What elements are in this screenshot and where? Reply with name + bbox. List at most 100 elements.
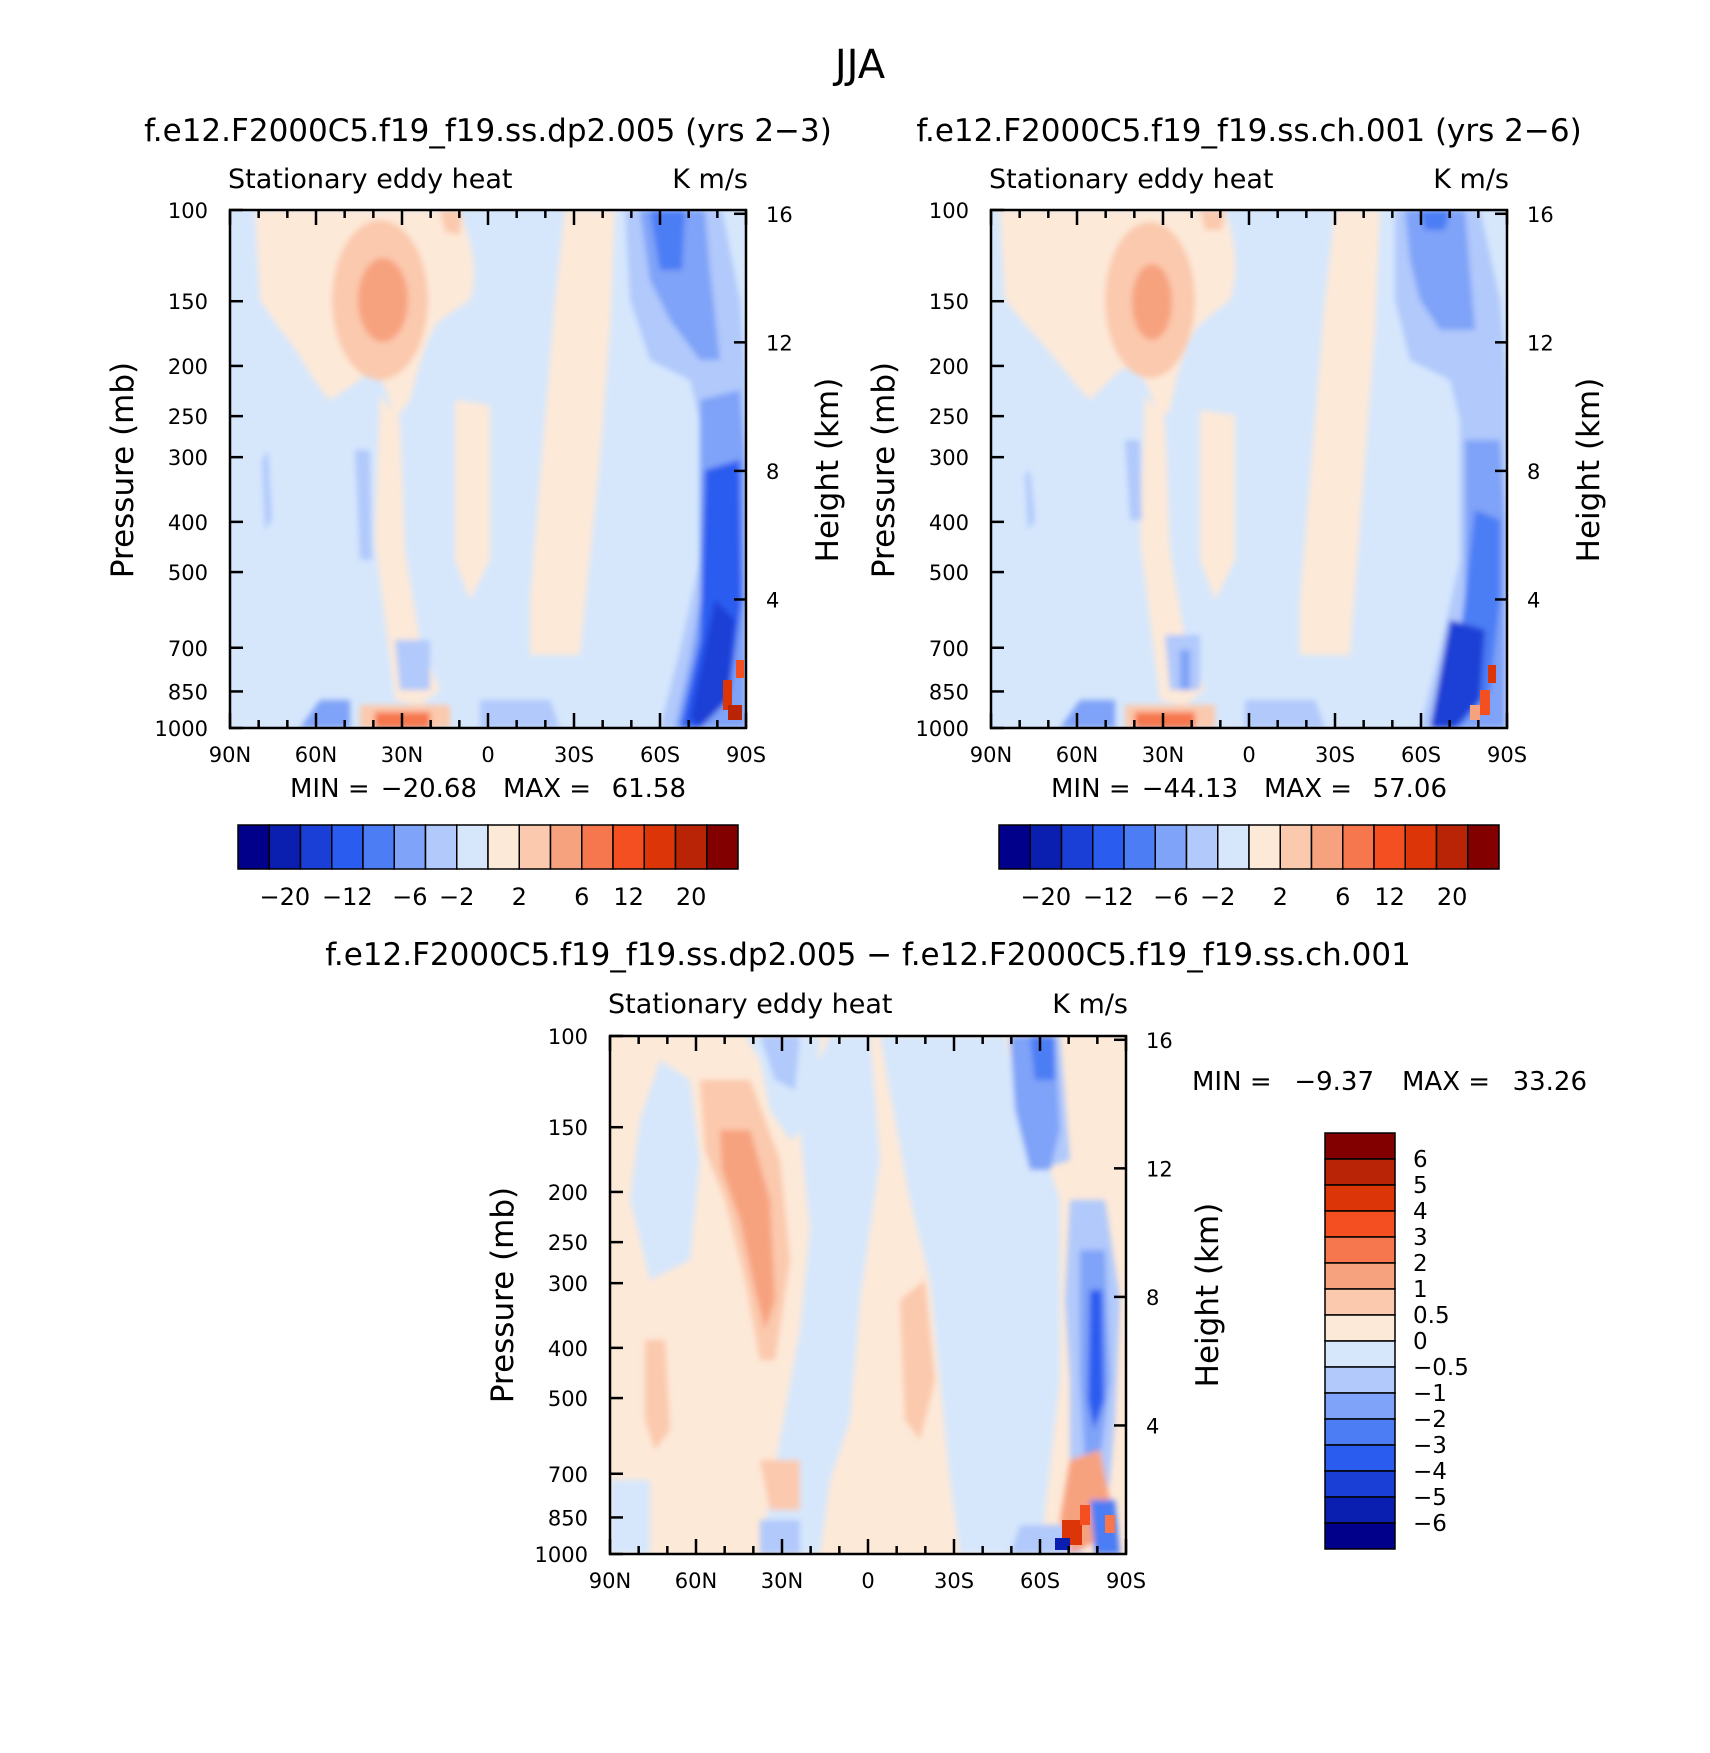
panel-1-min-label: MIN = <box>290 774 370 804</box>
colorbar-label: −2 <box>1200 883 1235 911</box>
colorbar-label: −20 <box>1021 883 1072 911</box>
x-tick-label: 90S <box>1106 1569 1146 1593</box>
y2-tick-label: 16 <box>1527 203 1554 227</box>
panel-1-y2-ticks: 16 12 8 4 <box>734 203 793 612</box>
panel-1-ylabel: Pressure (mb) <box>105 362 141 578</box>
panel-3-max-label: MAX = <box>1402 1067 1490 1097</box>
colorbar-swatch <box>1123 824 1156 870</box>
colorbar-label: −6 <box>392 883 427 911</box>
colorbar-swatch <box>237 824 270 870</box>
panel-3-contour-field <box>610 1036 1126 1554</box>
panel-2-contour-field <box>991 210 1507 728</box>
panel-1-max-label: MAX = <box>503 774 591 804</box>
y-tick-label: 200 <box>168 355 208 379</box>
x-tick-label: 30S <box>934 1569 974 1593</box>
colorbar-swatch <box>1217 824 1250 870</box>
colorbar-label: 12 <box>613 883 644 911</box>
x-tick-label: 60N <box>1056 743 1098 767</box>
x-tick-label: 30S <box>1315 743 1355 767</box>
x-tick-label: 30N <box>761 1569 803 1593</box>
colorbar-label: 6 <box>574 883 589 911</box>
colorbar-swatch <box>518 824 552 870</box>
panel-3-max-value: 33.26 <box>1513 1067 1587 1097</box>
colorbar-swatch <box>1324 1522 1396 1550</box>
colorbar-label: 20 <box>676 883 707 911</box>
x-tick-label: 0 <box>481 743 494 767</box>
colorbar-label: −20 <box>260 883 311 911</box>
panel-1-title: f.e12.F2000C5.f19_f19.ss.dp2.005 (yrs 2−… <box>144 113 832 149</box>
colorbar-swatch <box>299 824 333 870</box>
panel-3-x-ticks: 90N 60N 30N 0 30S 60S 90S <box>589 1036 1146 1593</box>
colorbar-swatch <box>1324 1132 1396 1160</box>
colorbar-swatch <box>1310 824 1344 870</box>
colorbar-swatch <box>1029 824 1063 870</box>
colorbar-swatch <box>612 824 645 870</box>
colorbar-swatch <box>362 824 395 870</box>
panel-1-colorbar: −20 −12 −6 −2 2 6 12 20 <box>237 824 739 911</box>
y-tick-label: 300 <box>929 446 969 470</box>
colorbar-label: 6 <box>1413 1147 1428 1173</box>
y-tick-label: 700 <box>548 1463 588 1487</box>
y-tick-label: 700 <box>168 637 208 661</box>
colorbar-swatch <box>1324 1158 1396 1186</box>
x-tick-label: 60N <box>675 1569 717 1593</box>
y-tick-label: 300 <box>548 1272 588 1296</box>
y-tick-label: 150 <box>168 290 208 314</box>
x-tick-label: 30N <box>1142 743 1184 767</box>
x-tick-label: 30N <box>381 743 423 767</box>
x-tick-label: 90N <box>589 1569 631 1593</box>
panel-2-max-value: 57.06 <box>1373 774 1447 804</box>
y-tick-label: 500 <box>548 1387 588 1411</box>
colorbar-swatch <box>1154 824 1188 870</box>
panel-1: f.e12.F2000C5.f19_f19.ss.dp2.005 (yrs 2−… <box>105 113 846 911</box>
colorbar-label: −2 <box>439 883 474 911</box>
panel-2-ylabel-right: Height (km) <box>1571 378 1607 563</box>
panel-2-variable: Stationary eddy heat <box>989 164 1274 195</box>
y-tick-label: 850 <box>548 1506 588 1530</box>
colorbar-swatch <box>1342 824 1375 870</box>
colorbar-label: 0.5 <box>1413 1303 1450 1329</box>
y-tick-label: 150 <box>548 1116 588 1140</box>
y-tick-label: 700 <box>929 637 969 661</box>
y2-tick-label: 16 <box>766 203 793 227</box>
colorbar-swatch <box>1324 1288 1396 1316</box>
panel-3-min-label: MIN = <box>1192 1067 1272 1097</box>
colorbar-swatch <box>1248 824 1281 870</box>
y2-tick-label: 12 <box>1146 1157 1173 1181</box>
colorbar-swatch <box>1373 824 1406 870</box>
panel-2-y-ticks: 100 150 200 250 300 400 500 700 850 1000 <box>916 199 1004 741</box>
panel-3-difference: f.e12.F2000C5.f19_f19.ss.dp2.005 − f.e12… <box>325 937 1587 1593</box>
y2-tick-label: 4 <box>766 588 779 612</box>
colorbar-swatch <box>1185 824 1219 870</box>
colorbar-label: 4 <box>1413 1199 1428 1225</box>
y-tick-label: 250 <box>168 405 208 429</box>
colorbar-label: −5 <box>1413 1485 1447 1511</box>
y-tick-label: 100 <box>168 199 208 223</box>
colorbar-label: 2 <box>1413 1251 1428 1277</box>
colorbar-label: −1 <box>1413 1381 1447 1407</box>
colorbar-label: 2 <box>512 883 527 911</box>
colorbar-label: −0.5 <box>1413 1355 1469 1381</box>
panel-2-units: K m/s <box>1433 164 1509 195</box>
colorbar-swatch <box>1324 1366 1396 1394</box>
colorbar-swatch <box>268 824 302 870</box>
y-tick-label: 400 <box>548 1337 588 1361</box>
colorbar-swatch <box>1324 1262 1396 1290</box>
colorbar-label: 12 <box>1374 883 1405 911</box>
panel-2: f.e12.F2000C5.f19_f19.ss.ch.001 (yrs 2−6… <box>866 113 1607 911</box>
panel-2-ylabel: Pressure (mb) <box>866 362 902 578</box>
y2-tick-label: 16 <box>1146 1029 1173 1053</box>
colorbar-swatch <box>456 824 489 870</box>
colorbar-label: 5 <box>1413 1173 1428 1199</box>
colorbar-label: −12 <box>322 883 373 911</box>
y2-tick-label: 12 <box>1527 331 1554 355</box>
colorbar-swatch <box>1467 824 1500 870</box>
colorbar-swatch <box>1324 1496 1396 1524</box>
panel-1-x-ticks: 90N 60N 30N 0 30S 60S 90S <box>209 210 766 767</box>
colorbar-swatch <box>1324 1210 1396 1238</box>
y-tick-label: 250 <box>548 1231 588 1255</box>
colorbar-swatch <box>331 824 364 870</box>
colorbar-label: 20 <box>1437 883 1468 911</box>
colorbar-label: −3 <box>1413 1433 1447 1459</box>
colorbar-swatch <box>1324 1470 1396 1498</box>
